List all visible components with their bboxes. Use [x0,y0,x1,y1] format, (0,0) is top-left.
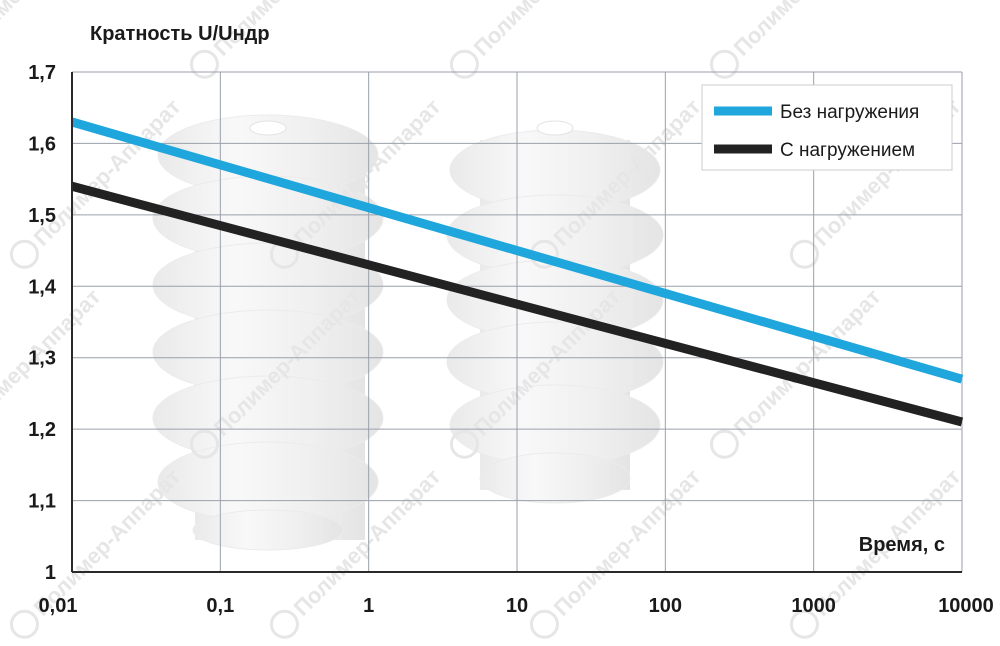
legend-label-0: Без нагружения [780,102,919,123]
series-line-0 [70,117,964,384]
watermark-text: Полимер-Аппарат [729,0,886,61]
y-tick-label: 1,1 [28,491,56,513]
insulator-left [152,114,384,551]
y-tick-label: 1,2 [28,419,56,441]
y-tick-label: 1,7 [28,62,56,84]
watermark-logo-icon [449,429,479,459]
watermark-logo-icon [789,609,819,639]
watermark-logo-icon [189,49,219,79]
x-tick-label: 0,01 [39,595,78,617]
watermark-logo-icon [449,49,479,79]
y-axis-title: Кратность U/Uндр [90,23,270,45]
series-line-1 [70,181,964,427]
x-tick-label: 1 [363,595,374,617]
y-tick-labels: 1 1,1 1,2 1,3 1,4 1,5 1,6 1,7 [28,62,57,584]
y-tick-label: 1,6 [28,133,56,155]
watermark-item: Полимер-Аппарат [709,0,886,79]
watermark-logo-icon [189,429,219,459]
legend-box [701,84,953,171]
y-tick-label: 1,3 [28,348,56,370]
watermark-logo-icon [709,429,739,459]
legend-label-1: С нагружением [780,140,915,161]
x-tick-label: 100 [649,595,682,617]
x-axis-title: Время, с [859,534,945,556]
legend: Без нагружения С нагружением [701,84,953,171]
y-tick-label: 1,4 [28,276,57,298]
watermark-item: Полимер-Аппарат [449,0,626,79]
watermark-logo-icon [9,609,39,639]
watermark-text: Полимер-Аппарат [469,0,626,61]
watermark-logo-icon [9,239,39,269]
x-tick-label: 10 [506,595,528,617]
watermark-logo-icon [529,609,559,639]
x-tick-label: 0,1 [206,595,234,617]
watermark-logo-icon [709,49,739,79]
x-tick-label: 10000 [938,595,994,617]
y-tick-label: 1 [45,562,56,584]
insulator-illustration [152,114,664,551]
y-tick-label: 1,5 [28,205,56,227]
x-tick-labels: 0,01 0,1 1 10 100 1000 10000 [39,595,994,617]
watermark-item: Полимер-Аппарат [9,94,186,269]
x-tick-label: 1000 [791,595,836,617]
watermark-logo-icon [269,609,299,639]
